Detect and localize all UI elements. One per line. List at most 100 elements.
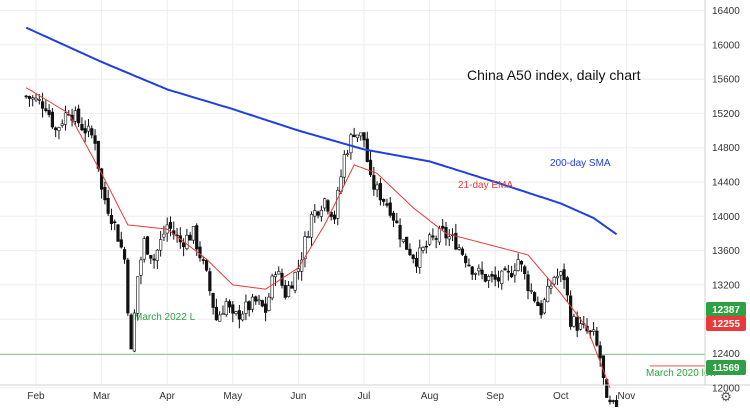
- y-tick-label: 14800: [712, 143, 740, 154]
- candle-body: [306, 236, 310, 238]
- candle-body: [546, 285, 550, 303]
- candle-body: [470, 266, 474, 275]
- ema-21-line: [25, 87, 611, 388]
- candle-body: [542, 299, 546, 314]
- candle-body: [454, 232, 458, 250]
- candle-body: [162, 233, 166, 238]
- candle-body: [185, 234, 189, 249]
- y-tick-label: 12400: [712, 349, 740, 360]
- candle-body: [267, 296, 271, 311]
- candlesticks: [24, 92, 619, 412]
- candle-body: [191, 226, 196, 241]
- candle-body: [142, 238, 146, 260]
- candle-body: [270, 275, 274, 299]
- candle-body: [483, 274, 487, 282]
- candle-body: [139, 259, 143, 276]
- candle-body: [375, 184, 379, 191]
- candle-body: [359, 132, 363, 137]
- candle-body: [24, 95, 28, 98]
- candle-body: [44, 108, 48, 111]
- candle-body: [326, 200, 330, 212]
- candle-body: [493, 274, 497, 280]
- candle-body: [159, 239, 163, 251]
- x-tick-label: May: [223, 391, 242, 402]
- candle-body: [408, 248, 412, 256]
- x-tick-label: Mar: [93, 391, 111, 402]
- gear-icon[interactable]: ⚙: [720, 389, 732, 404]
- candle-body: [332, 214, 337, 220]
- candle-body: [378, 183, 383, 201]
- candle-body: [168, 222, 173, 229]
- candle-body: [103, 187, 107, 201]
- candle-body: [319, 209, 323, 217]
- badge-11569: 11569: [706, 360, 746, 375]
- candle-body: [539, 303, 543, 316]
- candle-body: [80, 123, 84, 131]
- candle-body: [234, 311, 238, 314]
- candle-body: [83, 128, 87, 134]
- candle-body: [188, 234, 192, 241]
- candle-body: [293, 272, 297, 291]
- candle-body: [536, 301, 540, 307]
- candle-body: [414, 258, 419, 267]
- candle-body: [549, 285, 553, 289]
- candle-body: [244, 301, 248, 314]
- candle-body: [391, 212, 396, 221]
- candle-body: [303, 236, 307, 260]
- candle-body: [149, 254, 153, 259]
- candle-body: [273, 274, 278, 278]
- candle-body: [31, 97, 35, 100]
- y-tick-label: 16400: [712, 6, 740, 17]
- candle-body: [447, 236, 451, 240]
- candle-body: [40, 101, 45, 109]
- candle-body: [569, 295, 573, 327]
- candle-body: [283, 285, 287, 298]
- candle-body: [362, 132, 366, 141]
- candle-body: [457, 247, 461, 250]
- candle-body: [490, 274, 494, 277]
- candle-body: [562, 269, 566, 281]
- candle-body: [382, 198, 386, 202]
- candle-body: [263, 303, 268, 313]
- candle-body: [296, 268, 301, 272]
- candle-body: [119, 239, 123, 248]
- price-badges: 12387 12255 11569: [706, 302, 746, 375]
- candle-body: [352, 134, 356, 137]
- candle-body: [588, 330, 592, 333]
- candle-body: [86, 125, 91, 132]
- candle-body: [113, 221, 117, 224]
- candle-body: [54, 127, 58, 131]
- candle-body: [155, 249, 159, 261]
- candle-body: [122, 249, 127, 260]
- candle-body: [145, 236, 150, 255]
- svg-text:11569: 11569: [712, 363, 740, 374]
- candle-body: [116, 224, 120, 242]
- candle-body: [152, 258, 156, 261]
- candle-body: [477, 267, 481, 272]
- candle-body: [467, 264, 471, 267]
- candle-body: [182, 242, 186, 248]
- march-2022-low-label: March 2022 L: [134, 312, 196, 323]
- candle-body: [526, 274, 530, 292]
- candle-body: [503, 268, 507, 271]
- candle-body: [316, 211, 320, 216]
- candle-body: [418, 247, 422, 268]
- candle-body: [96, 140, 100, 169]
- candle-body: [241, 313, 245, 321]
- candle-body: [247, 301, 251, 311]
- candle-body: [129, 314, 133, 350]
- candle-body: [411, 254, 415, 259]
- candle-body: [555, 275, 560, 279]
- x-tick-label: Jul: [358, 391, 371, 402]
- candle-body: [286, 285, 291, 297]
- candle-body: [323, 198, 327, 209]
- y-tick-label: 15200: [712, 109, 740, 120]
- candle-body: [342, 154, 346, 178]
- candle-body: [300, 259, 304, 272]
- candle-body: [401, 239, 405, 242]
- candle-body: [421, 247, 425, 251]
- candle-body: [496, 277, 501, 282]
- candle-body: [195, 225, 199, 250]
